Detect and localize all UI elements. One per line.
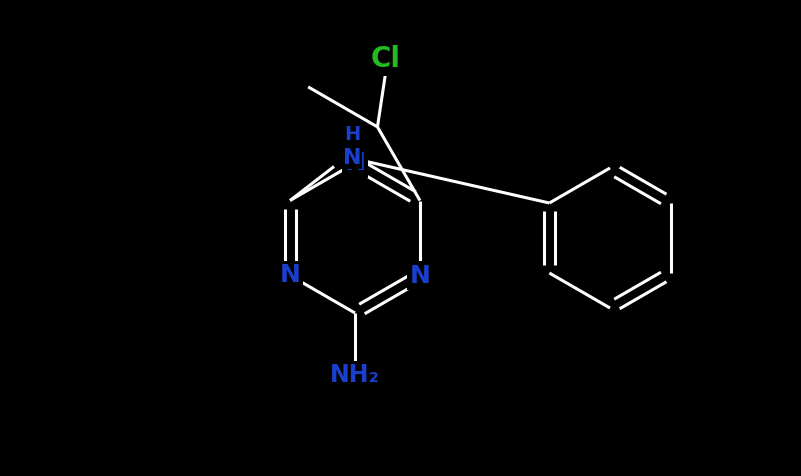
Text: Cl: Cl	[370, 45, 400, 73]
Text: NH₂: NH₂	[330, 363, 380, 387]
Text: H: H	[344, 125, 360, 144]
Text: N: N	[343, 148, 361, 168]
Text: N: N	[280, 264, 300, 288]
Text: N: N	[409, 264, 430, 288]
Text: N: N	[344, 151, 365, 175]
